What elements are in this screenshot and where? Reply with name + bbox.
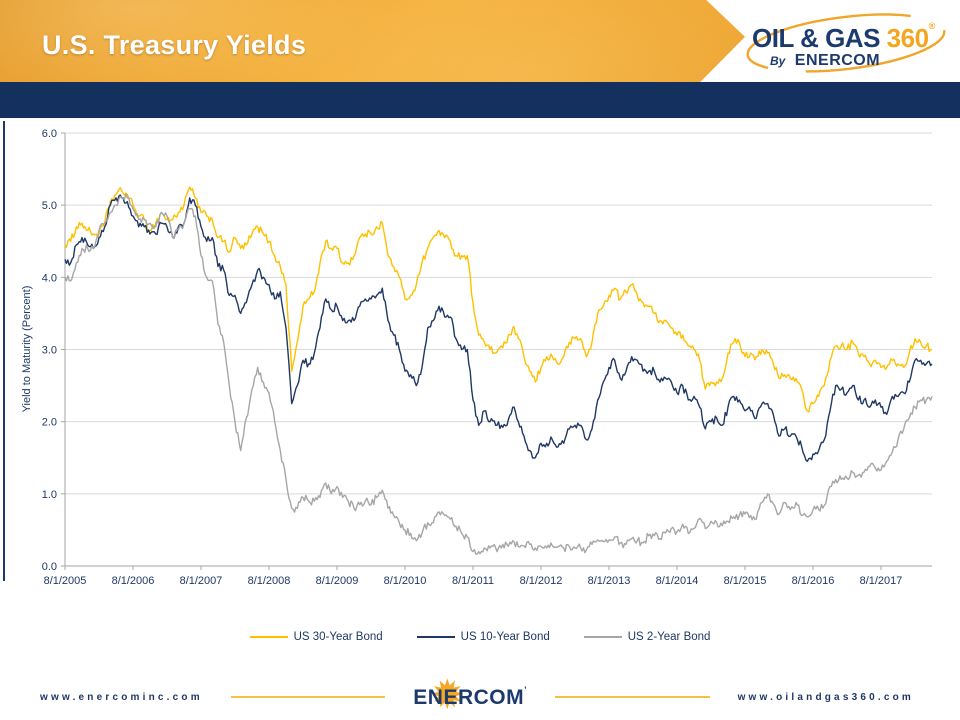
- legend-label-2-year: US 2-Year Bond: [627, 631, 711, 643]
- y-axis-label: 3.0: [42, 345, 57, 357]
- logo-byline: By ✹ ENERCOM: [770, 44, 881, 74]
- registered-mark: ®: [928, 21, 936, 31]
- x-axis-label: 8/1/2015: [724, 575, 767, 587]
- logo-oil-and-gas-text: OIL & GAS: [752, 23, 880, 53]
- x-axis-label: 8/1/2010: [384, 575, 427, 587]
- x-axis-label: 8/1/2005: [44, 575, 87, 587]
- trademark-tick: ’: [524, 684, 528, 695]
- y-axis-title: Yield to Maturity (Percent): [21, 285, 33, 413]
- footer-right-url: www.oilandgas360.com: [737, 691, 915, 703]
- legend-swatch-2-year: [583, 636, 622, 638]
- content-edge-line: [3, 121, 5, 581]
- chart-legend: US 30-Year Bond US 10-Year Bond US 2-Yea…: [0, 631, 960, 643]
- legend-swatch-10-year: [416, 636, 455, 638]
- x-axis-label: 8/1/2007: [180, 575, 223, 587]
- logo-360-text: 360: [886, 23, 929, 53]
- x-axis-label: 8/1/2014: [656, 575, 699, 587]
- legend-item-10-year: US 10-Year Bond: [416, 631, 550, 643]
- footer-gold-rule-left: [230, 696, 386, 698]
- x-axis-label: 8/1/2016: [792, 575, 835, 587]
- divider-band: [0, 82, 960, 118]
- logo-enercom-text: ✹ ENERCOM: [794, 44, 881, 74]
- x-axis-label: 8/1/2008: [248, 575, 291, 587]
- x-axis-label: 8/1/2006: [112, 575, 155, 587]
- legend-label-30-year: US 30-Year Bond: [293, 631, 383, 643]
- x-axis-label: 8/1/2012: [520, 575, 563, 587]
- y-axis-label: 0.0: [42, 561, 57, 573]
- logo-swoosh-icon: [746, 13, 946, 73]
- x-axis-label: 8/1/2011: [452, 575, 494, 587]
- footer-gold-rule-right: [555, 696, 710, 698]
- page-title: U.S. Treasury Yields: [42, 30, 307, 60]
- footer: www.enercominc.com ✹ ENERCOM’ www.oilandg…: [0, 673, 960, 715]
- legend-label-10-year: US 10-Year Bond: [460, 631, 550, 643]
- footer-left-url: www.enercominc.com: [40, 691, 203, 703]
- y-axis-label: 4.0: [42, 272, 57, 284]
- x-axis-label: 8/1/2017: [860, 575, 903, 587]
- header-orange-ribbon: [0, 0, 745, 82]
- legend-swatch-30-year: [249, 636, 288, 638]
- series-line-us-10-year-bond: [64, 194, 933, 463]
- y-axis-label: 1.0: [42, 489, 57, 501]
- y-axis-label: 5.0: [42, 200, 57, 212]
- treasury-yields-chart: 0.0 1.0 2.0 3.0 4.0 5.0 6.0 8/1/2005 8/1/2006 8/1…: [42, 128, 933, 587]
- legend-item-2-year: US 2-Year Bond: [583, 631, 711, 643]
- header-band: U.S. Treasury Yields OIL & GAS 360® By ✹…: [0, 0, 960, 82]
- y-axis-label: 6.0: [42, 128, 57, 140]
- x-axis-label: 8/1/2009: [316, 575, 359, 587]
- footer-enercom-logo: ✹ ENERCOM’: [413, 673, 528, 715]
- logo-wordmark: OIL & GAS 360®: [752, 21, 935, 54]
- series-line-us-30-year-bond: [64, 186, 933, 413]
- legend-item-30-year: US 30-Year Bond: [249, 631, 383, 643]
- logo-by-text: By: [770, 54, 786, 68]
- series-line-us-2-year-bond: [64, 193, 933, 555]
- oil-and-gas-360-logo: OIL & GAS 360® By ✹ ENERCOM: [742, 6, 954, 80]
- x-axis-label: 8/1/2013: [588, 575, 631, 587]
- y-axis-label: 2.0: [42, 417, 57, 429]
